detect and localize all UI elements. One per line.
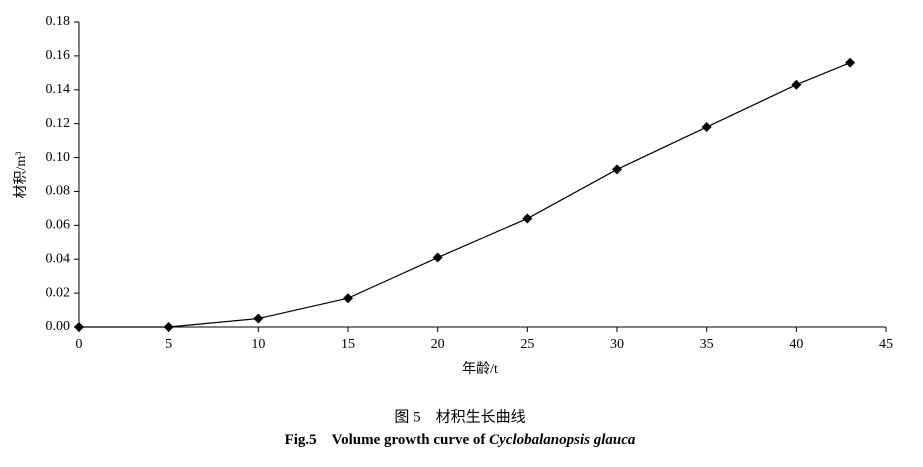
y-tick-label: 0.00 xyxy=(46,319,71,334)
marker xyxy=(522,213,533,224)
marker xyxy=(253,313,264,324)
y-tick-label: 0.16 xyxy=(46,48,71,63)
x-tick-label: 35 xyxy=(700,337,714,352)
marker xyxy=(791,79,802,90)
x-axis-label: 年龄/t xyxy=(462,361,498,377)
line xyxy=(79,62,851,328)
marker xyxy=(74,322,84,332)
marker xyxy=(343,293,353,304)
y-tick-label: 0.14 xyxy=(46,82,71,97)
x-tick-label: 0 xyxy=(76,337,83,352)
y-tick-label: 0.18 xyxy=(46,14,71,29)
x-tick-label: 25 xyxy=(520,337,534,352)
marker xyxy=(432,252,443,263)
y-axis-label: 材积/m³ xyxy=(13,152,29,199)
caption-cn: 图 5 材积生长曲线 xyxy=(394,408,525,425)
y-tick-label: 0.12 xyxy=(46,116,71,131)
x-tick-label: 10 xyxy=(251,337,265,352)
y-tick-label: 0.10 xyxy=(46,150,71,165)
x-tick-label: 40 xyxy=(789,337,803,352)
caption-en-text: Fig.5 Volume growth curve of xyxy=(285,432,487,448)
marker xyxy=(163,322,174,332)
marker xyxy=(701,122,712,133)
x-tick-label: 45 xyxy=(879,337,893,352)
y-tick-label: 0.02 xyxy=(46,285,71,300)
marker xyxy=(845,57,856,68)
y-tick-label: 0.08 xyxy=(46,184,71,199)
y-tick-label: 0.06 xyxy=(46,218,71,233)
y-tick-label: 0.04 xyxy=(46,251,71,266)
x-tick-label: 15 xyxy=(341,337,355,352)
x-tick-label: 20 xyxy=(431,337,445,352)
x-tick-label: 30 xyxy=(610,337,624,352)
marker xyxy=(612,164,622,175)
caption-species: Cyclobalanopsis glauca xyxy=(489,432,636,448)
x-tick-label: 5 xyxy=(165,337,172,352)
caption-en: Fig.5 Volume growth curve of Cyclobalano… xyxy=(285,432,636,448)
